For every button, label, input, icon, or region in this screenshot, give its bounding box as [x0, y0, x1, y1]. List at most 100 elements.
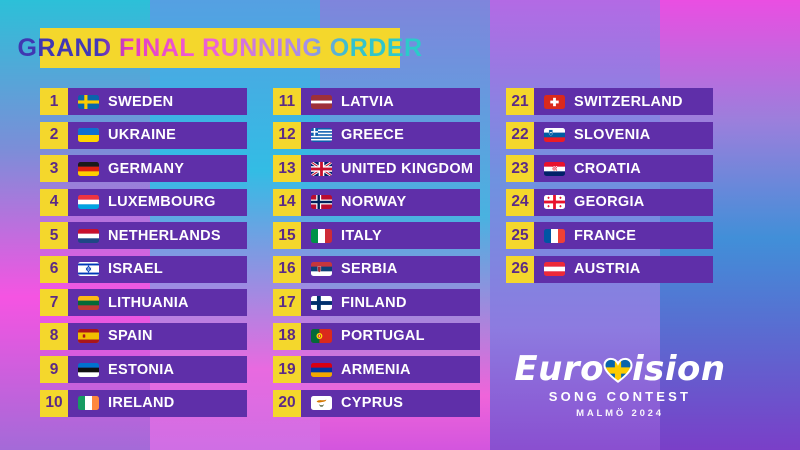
country-bar: UNITED KINGDOM — [301, 155, 480, 182]
flag-nl-icon — [78, 228, 99, 243]
running-order-number: 3 — [40, 155, 68, 182]
wordmark-pre: Euro — [514, 349, 604, 389]
running-order-number: 21 — [506, 88, 534, 115]
flag-gr-icon — [311, 128, 332, 142]
flag-si-icon — [544, 128, 565, 142]
country-name: FRANCE — [574, 227, 637, 244]
running-order-number: 7 — [40, 289, 68, 316]
flag-lu-icon — [78, 195, 99, 209]
running-order-row: 2 UKRAINE — [40, 121, 247, 149]
flag-es-icon — [78, 329, 99, 343]
country-bar: SWEDEN — [68, 88, 247, 115]
country-bar: FRANCE — [534, 222, 713, 249]
running-order-number: 11 — [273, 88, 301, 115]
country-name: LUXEMBOURG — [108, 194, 216, 210]
running-order-column-2: 11 LATVIA 12 GREECE 13 UNITED KINGDOM 14 NORWAY… — [273, 88, 480, 417]
flag-se-icon — [78, 94, 99, 109]
country-bar: ITALY — [301, 222, 480, 249]
running-order-row: 8 SPAIN — [40, 322, 247, 350]
country-name: CYPRUS — [341, 395, 404, 411]
country-name: FINLAND — [341, 294, 407, 311]
country-name: NETHERLANDS — [108, 227, 221, 244]
flag-il-icon — [78, 262, 99, 276]
country-bar: ISRAEL — [68, 255, 247, 283]
country-bar: GREECE — [301, 121, 480, 149]
running-order-number: 9 — [40, 356, 68, 383]
running-order-number: 1 — [40, 88, 68, 115]
running-order-row: 26 AUSTRIA — [506, 255, 713, 283]
running-order-row: 19 ARMENIA — [273, 356, 480, 383]
running-order-row: 16 SERBIA — [273, 255, 480, 283]
country-bar: FINLAND — [301, 289, 480, 316]
swedish-flag-heart-icon — [603, 357, 633, 383]
country-bar: UKRAINE — [68, 121, 247, 149]
country-bar: LATVIA — [301, 88, 480, 115]
country-bar: SLOVENIA — [534, 121, 713, 149]
logo-location-year: MALMÖ 2024 — [576, 408, 664, 419]
running-order-number: 12 — [273, 121, 301, 149]
eurovision-logo: Euro ision SONG CONTEST MALMÖ 2024 — [505, 352, 735, 419]
country-bar: NETHERLANDS — [68, 222, 247, 249]
running-order-row: 17 FINLAND — [273, 289, 480, 316]
running-order-number: 20 — [273, 389, 301, 417]
running-order-number: 16 — [273, 255, 301, 283]
running-order-row: 1 SWEDEN — [40, 88, 247, 115]
flag-ee-icon — [78, 362, 99, 377]
running-order-row: 3 GERMANY — [40, 155, 247, 182]
flag-lt-icon — [78, 295, 99, 310]
logo-subtitle: SONG CONTEST — [548, 389, 692, 404]
country-name: LATVIA — [341, 93, 395, 110]
running-order-row: 25 FRANCE — [506, 222, 713, 249]
flag-fi-icon — [311, 295, 332, 310]
flag-ie-icon — [78, 396, 99, 410]
flag-cy-icon — [311, 396, 332, 410]
country-name: SLOVENIA — [574, 127, 651, 143]
country-name: ARMENIA — [341, 361, 411, 378]
running-order-column-1: 1 SWEDEN 2 UKRAINE 3 GERMANY 4 LUXEMBOURG 5 NETHE… — [40, 88, 247, 417]
running-order-row: 12 GREECE — [273, 121, 480, 149]
flag-ua-icon — [78, 128, 99, 142]
running-order-row: 18 PORTUGAL — [273, 322, 480, 350]
running-order-number: 14 — [273, 188, 301, 216]
running-order-row: 20 CYPRUS — [273, 389, 480, 417]
country-name: AUSTRIA — [574, 261, 641, 277]
country-bar: SWITZERLAND — [534, 88, 713, 115]
flag-lv-icon — [311, 94, 332, 109]
country-name: PORTUGAL — [341, 328, 425, 344]
wordmark-post: ision — [631, 349, 726, 389]
country-bar: CYPRUS — [301, 389, 480, 417]
flag-at-icon — [544, 262, 565, 276]
running-order-row: 7 LITHUANIA — [40, 289, 247, 316]
running-order-row: 5 NETHERLANDS — [40, 222, 247, 249]
country-name: ESTONIA — [108, 361, 175, 378]
country-bar: PORTUGAL — [301, 322, 480, 350]
running-order-number: 5 — [40, 222, 68, 249]
country-name: SERBIA — [341, 261, 398, 277]
country-name: UNITED KINGDOM — [341, 160, 474, 177]
running-order-row: 21 SWITZERLAND — [506, 88, 713, 115]
flag-hr-icon — [544, 161, 565, 176]
running-order-number: 23 — [506, 155, 534, 182]
country-bar: NORWAY — [301, 188, 480, 216]
title-banner: GRAND FINAL RUNNING ORDER — [17, 28, 422, 68]
country-bar: IRELAND — [68, 389, 247, 417]
country-name: LITHUANIA — [108, 294, 189, 311]
flag-fr-icon — [544, 228, 565, 243]
running-order-number: 19 — [273, 356, 301, 383]
country-name: IRELAND — [108, 395, 175, 411]
running-order-row: 4 LUXEMBOURG — [40, 188, 247, 216]
country-bar: LUXEMBOURG — [68, 188, 247, 216]
country-bar: CROATIA — [534, 155, 713, 182]
running-order-number: 2 — [40, 121, 68, 149]
running-order-number: 17 — [273, 289, 301, 316]
running-order-number: 25 — [506, 222, 534, 249]
flag-ch-icon — [544, 94, 565, 109]
country-bar: ARMENIA — [301, 356, 480, 383]
flag-no-icon — [311, 195, 332, 209]
country-name: GEORGIA — [574, 194, 645, 210]
country-name: SWEDEN — [108, 93, 174, 110]
running-order-number: 4 — [40, 188, 68, 216]
country-bar: LITHUANIA — [68, 289, 247, 316]
running-order-number: 26 — [506, 255, 534, 283]
running-order-number: 15 — [273, 222, 301, 249]
